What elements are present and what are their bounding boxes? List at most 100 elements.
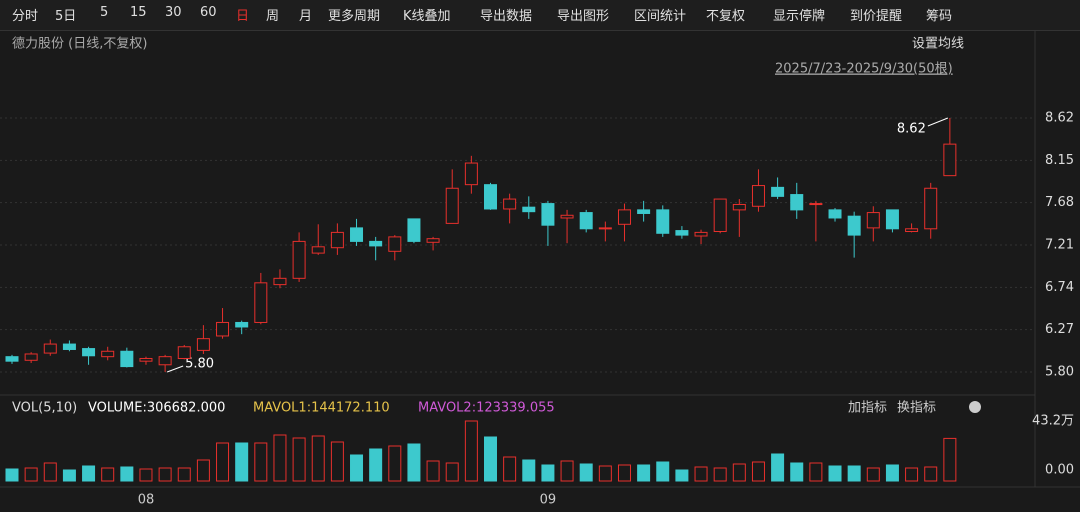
candle-body xyxy=(101,350,115,358)
volume-bar xyxy=(158,467,172,482)
volume-bar xyxy=(311,435,325,482)
candle-body xyxy=(713,198,727,232)
volume-bar xyxy=(924,466,938,482)
candle-body xyxy=(541,203,555,226)
volume-bar xyxy=(235,442,249,482)
toolbar: 分时 5日 5 15 30 60 日 周 月更多周期 K线叠加 导出数据 导出图形 区间统计 不复权 显示停… xyxy=(0,0,1080,31)
volume-bar xyxy=(809,462,823,482)
volume-bar xyxy=(541,464,555,482)
candle-body xyxy=(388,236,402,252)
volume-bar xyxy=(216,442,230,482)
toolbar-item[interactable]: 60 xyxy=(200,5,217,20)
vol-value: VOLUME:306682.000 xyxy=(88,401,225,416)
mavol1: MAVOL1:144172.110 xyxy=(253,401,390,416)
toolbar-item[interactable]: 周 xyxy=(266,9,280,24)
candle-body xyxy=(732,203,746,211)
volume-bar xyxy=(484,436,497,482)
candle-body xyxy=(579,212,593,230)
candle-body xyxy=(694,231,708,237)
toolbar-item[interactable]: 15 xyxy=(130,5,147,20)
candle-body xyxy=(905,228,919,232)
toolbar-item[interactable]: 分时 xyxy=(12,9,39,24)
toolbar-item[interactable]: 5 xyxy=(100,5,109,20)
toolbar-item[interactable]: 导出图形 xyxy=(557,9,610,24)
add-indicator[interactable]: 加指标 xyxy=(848,401,887,416)
volume-bar xyxy=(388,445,402,482)
candle-body xyxy=(522,206,536,213)
volume-bar xyxy=(885,464,899,482)
candle-body xyxy=(847,215,861,236)
toolbar-item[interactable]: 筹码 xyxy=(926,9,953,24)
volume-bar xyxy=(196,459,210,482)
volume-bar xyxy=(101,467,115,482)
candle-body xyxy=(924,187,938,230)
candle-body xyxy=(445,187,459,224)
volume-bar xyxy=(407,443,421,482)
volume-bar xyxy=(369,448,383,482)
high-label: 8.62 xyxy=(897,122,926,137)
candle-body xyxy=(292,240,306,279)
y-tick-label: 8.15 xyxy=(1045,153,1074,168)
y-tick-label: 6.74 xyxy=(1045,280,1074,295)
volume-bar xyxy=(751,461,765,482)
toolbar-item[interactable]: 30 xyxy=(165,5,182,20)
candle-body xyxy=(809,203,823,206)
volume-bar xyxy=(82,465,96,482)
candle-body xyxy=(943,143,957,177)
toolbar-item[interactable]: 5日 xyxy=(55,9,77,24)
volume-bar xyxy=(579,463,593,482)
volume-bar xyxy=(254,442,268,482)
close-icon[interactable] xyxy=(969,401,981,413)
volume-bar xyxy=(24,467,38,482)
volume-bar xyxy=(426,460,440,482)
volume-bar xyxy=(560,460,574,482)
candle-body xyxy=(598,227,612,230)
volume-bar xyxy=(330,441,344,482)
volume-bar xyxy=(866,467,880,482)
label-arrow xyxy=(166,365,184,373)
toolbar-item[interactable]: K线叠加 xyxy=(403,9,451,24)
y-tick-label: 7.68 xyxy=(1045,195,1074,210)
volume-bar xyxy=(598,465,612,482)
candle-body xyxy=(216,321,230,337)
toolbar-item[interactable]: 月 xyxy=(299,9,313,24)
label-arrow xyxy=(927,117,949,127)
toolbar-item[interactable]: 更多周期 xyxy=(328,9,381,24)
volume-bar xyxy=(943,437,957,482)
ma-settings[interactable]: 设置均线 xyxy=(912,37,964,52)
low-label: 5.80 xyxy=(185,356,214,371)
candle-body xyxy=(158,356,172,366)
volume-bar xyxy=(292,437,306,482)
volume-bar xyxy=(445,462,459,482)
volume-bar xyxy=(637,464,651,482)
y-tick-label: 6.27 xyxy=(1045,322,1074,337)
toolbar-item[interactable]: 不复权 xyxy=(706,9,746,24)
candle-body xyxy=(369,240,383,247)
volume-bar xyxy=(617,464,631,482)
candle-body xyxy=(24,353,38,361)
candle-body xyxy=(254,282,268,323)
candle-body xyxy=(350,227,364,242)
candle-body xyxy=(866,212,880,229)
y-tick-label: 5.80 xyxy=(1045,364,1074,379)
toolbar-item[interactable]: 区间统计 xyxy=(634,9,687,24)
toolbar-item[interactable]: 到价提醒 xyxy=(850,9,903,24)
candle-body xyxy=(120,350,134,368)
candle-body xyxy=(771,186,785,197)
toolbar-item[interactable]: 显示停牌 xyxy=(773,9,826,24)
toolbar-item[interactable]: 导出数据 xyxy=(480,9,533,24)
date-range[interactable]: 2025/7/23-2025/9/30(50根) xyxy=(775,62,953,77)
volume-bar xyxy=(273,434,287,482)
candle-body xyxy=(656,209,670,234)
candle-body xyxy=(62,343,76,350)
candle-body xyxy=(560,214,574,219)
volume-bar xyxy=(5,468,19,482)
volume-bar xyxy=(828,465,842,482)
candle-body xyxy=(464,162,478,186)
switch-indicator[interactable]: 换指标 xyxy=(897,401,936,416)
volume-bar xyxy=(120,466,134,482)
toolbar-item[interactable]: 日 xyxy=(236,9,250,24)
y-tick-label: 43.2万 xyxy=(1032,414,1074,429)
